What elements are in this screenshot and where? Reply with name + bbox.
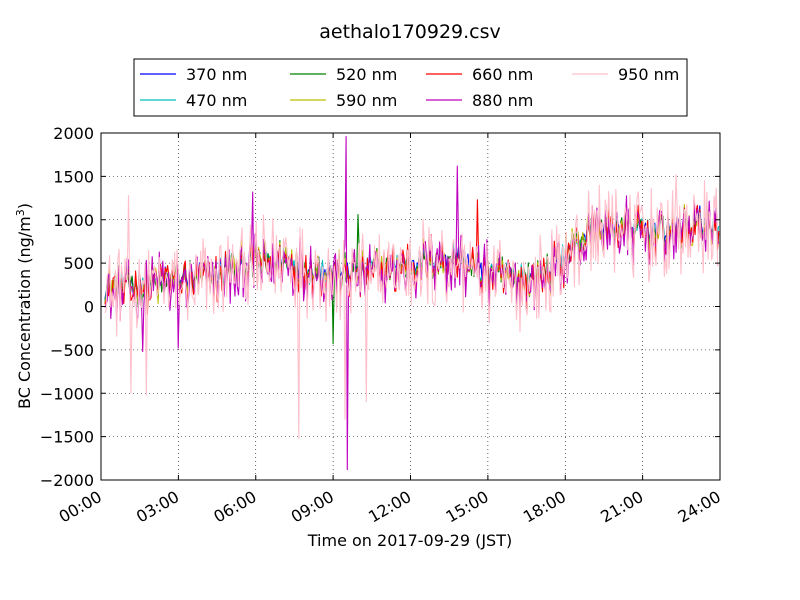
- y-tick-label: −1500: [40, 428, 94, 447]
- x-tick-label: 00:00: [56, 487, 105, 527]
- legend-label: 470 nm: [186, 91, 247, 110]
- y-tick-label: 2000: [53, 124, 94, 143]
- y-tick-label: 1000: [53, 211, 94, 230]
- y-tick-label: −1000: [40, 384, 94, 403]
- x-tick-label: 15:00: [442, 487, 491, 527]
- x-tick-label: 03:00: [133, 487, 182, 527]
- x-tick-label: 06:00: [210, 487, 259, 527]
- legend-label: 370 nm: [186, 65, 247, 84]
- grid-lines: [101, 133, 720, 480]
- x-tick-label: 18:00: [520, 487, 569, 527]
- y-axis-label-tail: ): [15, 203, 34, 209]
- legend-label: 950 nm: [618, 65, 679, 84]
- legend-label: 660 nm: [472, 65, 533, 84]
- y-tick-label: 0: [84, 298, 94, 317]
- x-tick-label: 12:00: [365, 487, 414, 527]
- legend-label: 880 nm: [472, 91, 533, 110]
- y-axis-label-main: BC Concentration (ng/m: [15, 216, 34, 409]
- series-layer: [104, 135, 720, 471]
- legend-label: 520 nm: [336, 65, 397, 84]
- x-tick-label: 24:00: [675, 487, 724, 527]
- y-tick-label: −2000: [40, 471, 94, 490]
- y-tick-label: 1500: [53, 167, 94, 186]
- legend: 370 nm 470 nm 520 nm 590 nm 660 nm 880 nm 950 …: [133, 58, 688, 117]
- y-tick-label: 500: [63, 254, 94, 273]
- x-axis-label: Time on 2017-09-29 (JST): [307, 531, 512, 550]
- series-line-950-nm: [104, 174, 720, 439]
- chart-title: aethalo170929.csv: [319, 21, 501, 43]
- x-tick-label: 21:00: [597, 487, 646, 527]
- x-tick-label: 09:00: [288, 487, 337, 527]
- legend-frame: [133, 58, 688, 117]
- y-axis-label-superscript: 3: [14, 209, 27, 216]
- y-axis-label: BC Concentration (ng/m3): [14, 203, 34, 409]
- y-tick-label: −500: [50, 341, 94, 360]
- legend-label: 590 nm: [336, 91, 397, 110]
